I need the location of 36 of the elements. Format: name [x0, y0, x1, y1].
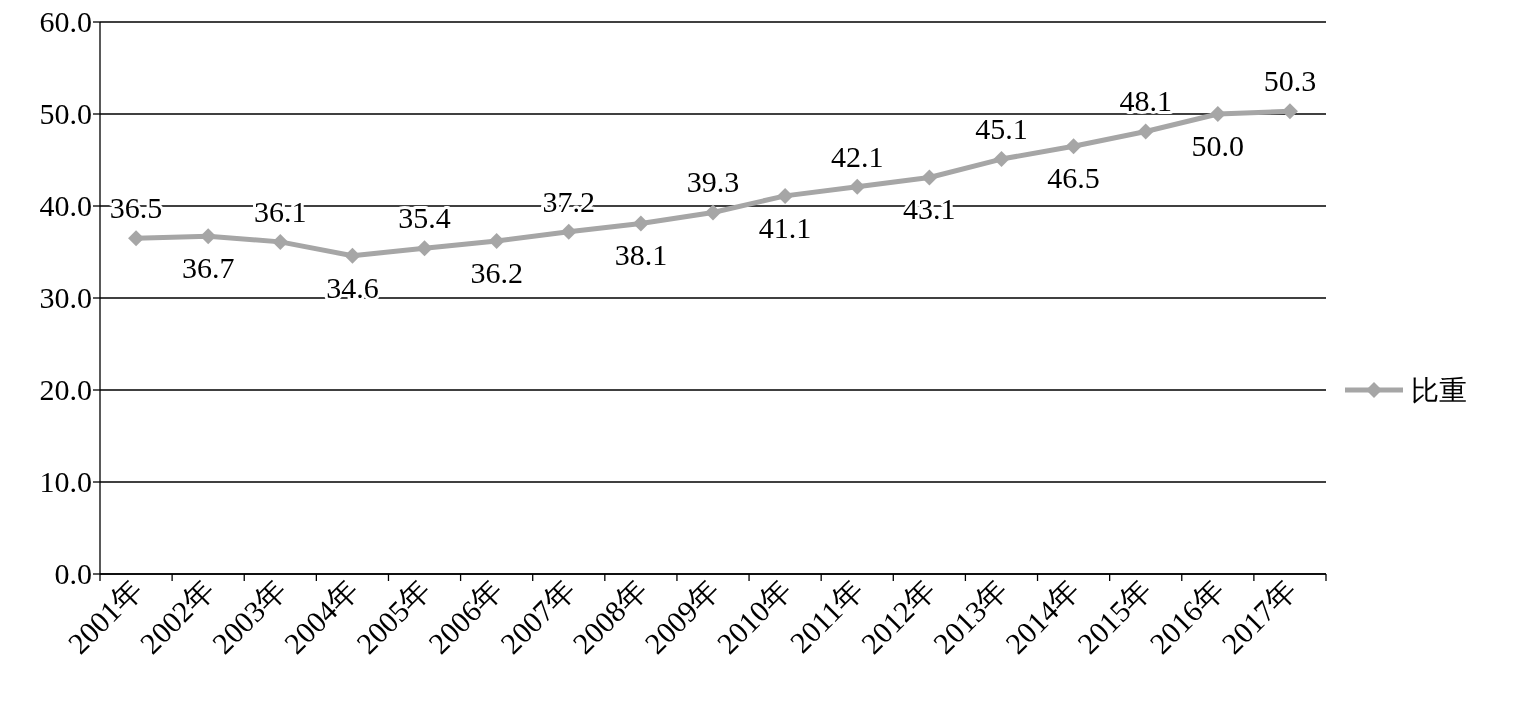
y-tick-label: 60.0 — [39, 5, 92, 38]
data-label: 46.5 — [1047, 161, 1100, 195]
data-label: 39.3 — [686, 165, 740, 199]
data-label: 34.6 — [326, 270, 379, 304]
point — [1137, 123, 1154, 140]
data-label: 35.4 — [398, 201, 451, 235]
point — [705, 204, 721, 221]
data-label: 41.1 — [758, 210, 812, 244]
y-tick-label: 40.0 — [39, 189, 92, 222]
y-tick-label: 20.0 — [39, 373, 92, 406]
point — [632, 215, 649, 232]
y-tick-label: 50.0 — [39, 97, 92, 130]
data-label: 42.1 — [830, 139, 884, 173]
point — [1065, 138, 1082, 155]
point — [921, 169, 938, 186]
point — [272, 233, 289, 250]
data-label: 50.0 — [1191, 129, 1245, 162]
point — [993, 151, 1010, 168]
data-label: 36.7 — [181, 251, 235, 285]
point — [849, 178, 866, 195]
point — [200, 228, 217, 245]
data-label: 45.1 — [975, 112, 1028, 146]
data-label: 48.1 — [1119, 84, 1172, 118]
point — [1209, 106, 1226, 122]
legend-label: 比重 — [1411, 374, 1467, 407]
point — [344, 247, 361, 264]
y-tick-label: 10.0 — [39, 465, 92, 498]
point — [416, 240, 433, 257]
point — [488, 232, 505, 249]
y-tick-label: 0.0 — [54, 557, 92, 590]
data-label: 50.3 — [1263, 64, 1317, 98]
data-label: 36.2 — [470, 255, 523, 289]
data-label: 38.1 — [614, 238, 668, 272]
y-tick-label: 30.0 — [39, 281, 92, 314]
point — [560, 223, 577, 240]
point — [777, 187, 794, 204]
